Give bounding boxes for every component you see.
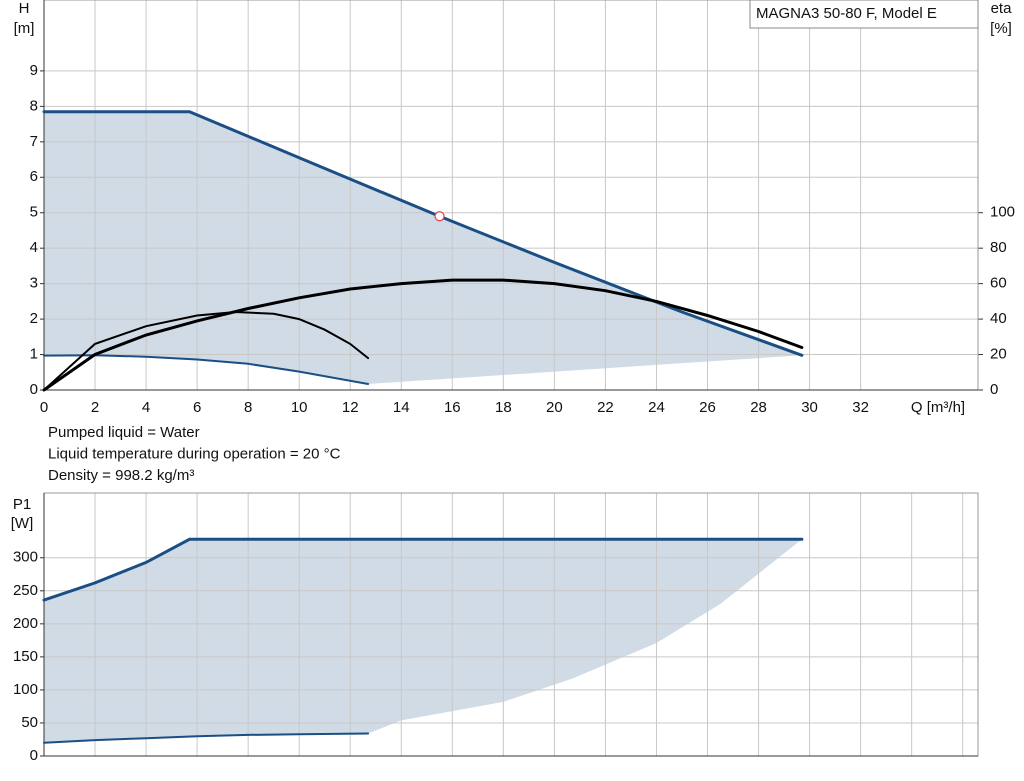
x-tick-label: 6 (193, 399, 201, 416)
y-tick-label: 3 (30, 275, 38, 292)
operating-range (44, 539, 802, 743)
y-tick-label: 250 (13, 582, 38, 599)
y-tick-label: 100 (13, 681, 38, 698)
x-tick-label: 8 (244, 399, 252, 416)
y-tick-label: 50 (21, 714, 38, 731)
y-tick-label: 0 (30, 381, 38, 398)
x-tick-label: 22 (597, 399, 614, 416)
y2-tick-label: 80 (990, 239, 1007, 256)
y-tick-label: 5 (30, 204, 38, 221)
y2-tick-label: 100 (990, 204, 1015, 221)
y-axis-label: P1 (13, 496, 31, 513)
curve (42, 278, 804, 392)
note: Liquid temperature during operation = 20… (48, 445, 341, 462)
y2-tick-label: 60 (990, 275, 1007, 292)
x-tick-label: 0 (40, 399, 48, 416)
x-axis-label: Q [m³/h] (911, 399, 965, 416)
y-axis-unit: [m] (14, 20, 35, 37)
y-axis-label: H (19, 0, 30, 17)
x-tick-label: 26 (699, 399, 716, 416)
curve (42, 537, 804, 602)
title-box (749, 0, 979, 29)
x-tick-label: 18 (495, 399, 512, 416)
x-tick-label: 30 (801, 399, 818, 416)
y-tick-label: 4 (30, 239, 38, 256)
y2-tick-label: 40 (990, 310, 1007, 327)
note: Pumped liquid = Water (48, 424, 200, 441)
y-tick-label: 0 (30, 747, 38, 764)
y2-axis-unit: [%] (990, 20, 1012, 37)
x-tick-label: 14 (393, 399, 410, 416)
y-tick-label: 200 (13, 615, 38, 632)
x-tick-label: 20 (546, 399, 563, 416)
y-tick-label: 1 (30, 346, 38, 363)
x-tick-label: 28 (750, 399, 767, 416)
x-tick-label: 12 (342, 399, 359, 416)
chart-title: MAGNA3 50-80 F, Model E (756, 5, 937, 22)
y-tick-label: 6 (30, 168, 38, 185)
curve (43, 310, 370, 391)
y-tick-label: 150 (13, 648, 38, 665)
y-axis-unit: [W] (11, 515, 34, 532)
y-tick-label: 8 (30, 97, 38, 114)
x-tick-label: 32 (852, 399, 869, 416)
curve (43, 732, 370, 744)
note: Density = 998.2 kg/m³ (48, 467, 194, 484)
x-tick-label: 4 (142, 399, 150, 416)
y-tick-label: 9 (30, 62, 38, 79)
y2-axis-label: eta (991, 0, 1013, 17)
x-tick-label: 16 (444, 399, 461, 416)
y2-tick-label: 20 (990, 346, 1007, 363)
x-tick-label: 24 (648, 399, 665, 416)
y2-tick-label: 0 (990, 381, 998, 398)
y-tick-label: 300 (13, 549, 38, 566)
y-tick-label: 7 (30, 133, 38, 150)
x-tick-label: 10 (291, 399, 308, 416)
x-tick-label: 2 (91, 399, 99, 416)
duty-point (434, 211, 445, 222)
y-tick-label: 2 (30, 310, 38, 327)
